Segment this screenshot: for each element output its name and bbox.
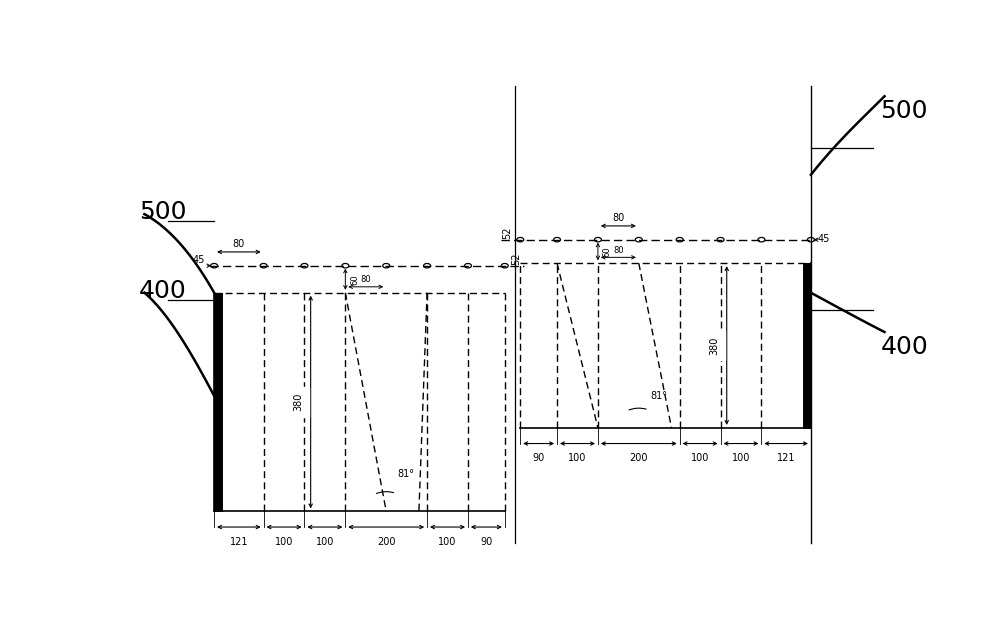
Text: 380: 380 xyxy=(293,393,303,412)
Text: 100: 100 xyxy=(438,537,457,547)
Text: 100: 100 xyxy=(691,454,709,463)
Text: 60: 60 xyxy=(603,246,612,256)
Text: 100: 100 xyxy=(316,537,334,547)
Text: 52: 52 xyxy=(503,226,512,239)
Text: 400: 400 xyxy=(881,335,928,359)
Text: 80: 80 xyxy=(612,213,624,223)
Text: 81°: 81° xyxy=(650,391,667,401)
Text: 100: 100 xyxy=(568,454,587,463)
Text: 90: 90 xyxy=(533,454,545,463)
Text: 52: 52 xyxy=(511,252,521,265)
Text: 81°: 81° xyxy=(398,470,415,479)
Text: 100: 100 xyxy=(732,454,750,463)
Text: 500: 500 xyxy=(139,200,186,224)
Text: 100: 100 xyxy=(275,537,293,547)
Text: 90: 90 xyxy=(480,537,492,547)
Text: 380: 380 xyxy=(709,336,719,355)
Text: 45: 45 xyxy=(817,234,829,244)
Text: 60: 60 xyxy=(350,274,359,285)
Text: 200: 200 xyxy=(377,537,395,547)
Text: 80: 80 xyxy=(360,276,371,285)
Text: 500: 500 xyxy=(881,99,928,123)
Text: 121: 121 xyxy=(230,537,248,547)
Text: 400: 400 xyxy=(139,279,187,302)
Text: 200: 200 xyxy=(630,454,648,463)
Text: 80: 80 xyxy=(233,239,245,248)
Text: 45: 45 xyxy=(192,255,205,265)
Text: 80: 80 xyxy=(613,246,624,255)
Text: 121: 121 xyxy=(777,454,795,463)
